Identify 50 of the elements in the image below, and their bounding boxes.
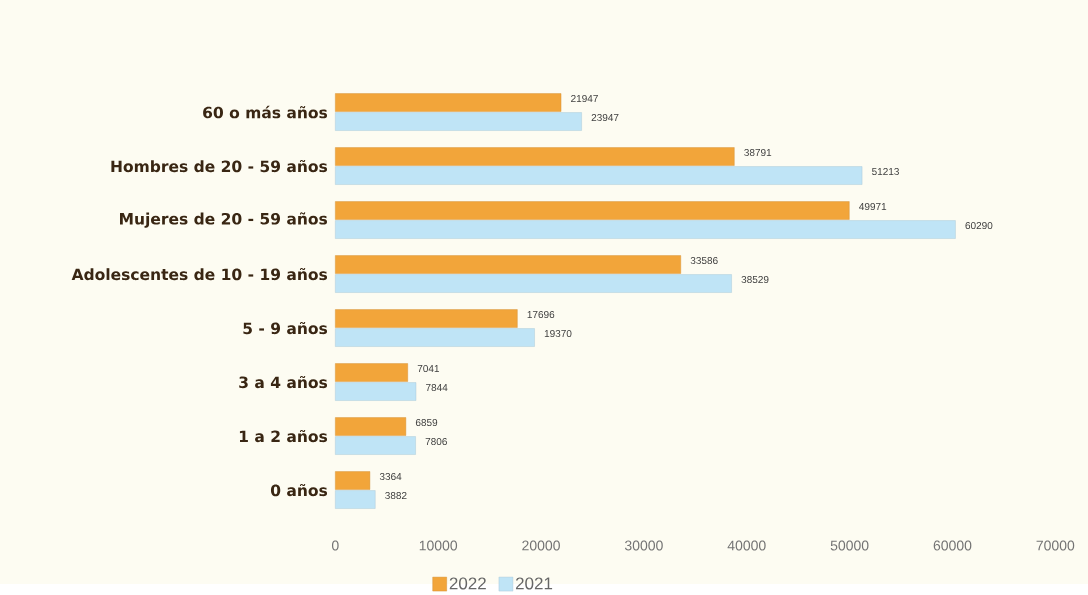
data-label: 3364 bbox=[379, 473, 402, 481]
data-label: 33586 bbox=[690, 257, 718, 265]
bar bbox=[335, 93, 562, 112]
data-label: 7844 bbox=[426, 384, 448, 392]
bar bbox=[335, 220, 956, 239]
data-label: 7806 bbox=[425, 438, 447, 446]
y-tick-label: 60 o más años bbox=[203, 105, 328, 119]
data-label: 49971 bbox=[859, 203, 887, 211]
y-tick-label: 1 a 2 años bbox=[239, 430, 328, 443]
data-label: 23947 bbox=[591, 114, 619, 122]
bar bbox=[335, 166, 863, 185]
bar bbox=[335, 471, 371, 490]
bar bbox=[335, 382, 417, 401]
data-label: 19370 bbox=[544, 330, 572, 338]
data-label: 38529 bbox=[741, 276, 769, 284]
bar bbox=[335, 201, 850, 220]
data-label: 51213 bbox=[872, 168, 899, 176]
x-tick-label: 10000 bbox=[419, 540, 458, 551]
data-label: 3882 bbox=[385, 492, 407, 500]
bar bbox=[335, 255, 681, 274]
bar bbox=[335, 417, 407, 436]
y-tick-label: Adolescentes de 10 - 19 años bbox=[71, 268, 328, 281]
x-tick-label: 0 bbox=[331, 540, 339, 551]
bar bbox=[335, 328, 535, 347]
y-tick-label: 3 a 4 años bbox=[239, 376, 328, 389]
bar bbox=[335, 112, 582, 131]
data-label: 60290 bbox=[965, 222, 993, 230]
x-tick-label: 40000 bbox=[727, 540, 766, 551]
bar bbox=[335, 436, 416, 455]
y-tick-label: 0 años bbox=[270, 484, 328, 497]
y-tick-label: 5 - 9 años bbox=[243, 322, 328, 335]
legend-label: 2022 bbox=[449, 577, 486, 590]
x-tick-label: 20000 bbox=[522, 540, 560, 551]
bar bbox=[335, 147, 735, 166]
x-tick-label: 70000 bbox=[1036, 540, 1075, 551]
data-label: 7041 bbox=[417, 365, 440, 373]
bar bbox=[335, 274, 732, 293]
data-label: 6859 bbox=[415, 419, 438, 427]
bar bbox=[335, 490, 376, 509]
data-label: 21947 bbox=[571, 95, 598, 103]
bar bbox=[335, 363, 408, 382]
legend-label: 2021 bbox=[515, 577, 553, 590]
x-tick-label: 60000 bbox=[933, 540, 972, 551]
x-tick-label: 50000 bbox=[830, 540, 869, 551]
data-label: 38791 bbox=[744, 149, 772, 157]
y-tick-label: Hombres de 20 - 59 años bbox=[111, 160, 328, 173]
x-tick-label: 30000 bbox=[624, 540, 663, 551]
y-tick-label: Mujeres de 20 - 59 años bbox=[120, 212, 328, 228]
data-label: 17696 bbox=[527, 311, 555, 319]
bar bbox=[335, 309, 518, 328]
